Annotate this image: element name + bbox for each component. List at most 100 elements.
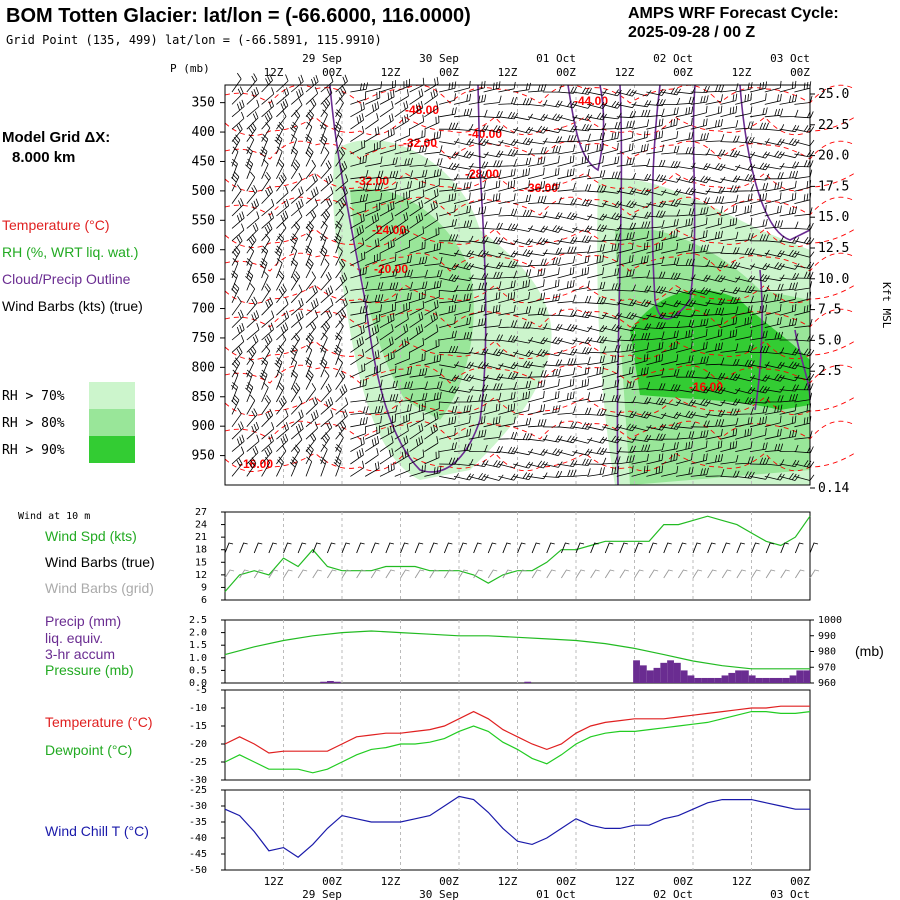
- wind-barb: [542, 420, 562, 428]
- wind-barb: [364, 113, 379, 130]
- wind-barb: [616, 465, 634, 477]
- wind-barb: [601, 131, 620, 142]
- wind-barb: [557, 358, 577, 366]
- wind-barb: [424, 401, 440, 415]
- y-tick-label: -25: [189, 757, 207, 768]
- wind-barb: [720, 316, 738, 328]
- wind-barb: [690, 467, 709, 477]
- wind-barb: [572, 407, 592, 415]
- wind-barb: [705, 328, 723, 341]
- wind-barb: [675, 176, 696, 184]
- wind-barb: [261, 333, 273, 353]
- wind-barb: [735, 359, 755, 368]
- wind-barb: [394, 225, 409, 242]
- wind-barb: [365, 294, 384, 304]
- wind-barb: [513, 194, 531, 204]
- wind-barb: [749, 442, 768, 452]
- wind-barb: [409, 189, 425, 204]
- wind-barb: [394, 128, 410, 142]
- wind-barb: [616, 455, 635, 465]
- wind-barb: [542, 279, 560, 291]
- wind-barb: [276, 382, 285, 403]
- wind-barb: [513, 98, 533, 106]
- wind-barb: [439, 374, 460, 382]
- surface-wind-barb-grid: [765, 569, 776, 579]
- precip-bar: [680, 670, 688, 683]
- wind-barb: [690, 217, 708, 229]
- wind-barb: [690, 175, 711, 184]
- wind-barb: [245, 158, 254, 179]
- wind-barb: [379, 313, 395, 328]
- wind-barb: [498, 223, 519, 231]
- wind-barb: [572, 392, 590, 403]
- wind-barb: [735, 386, 756, 394]
- wind-barb: [631, 230, 649, 242]
- wind-barb: [394, 292, 412, 304]
- wind-barb: [468, 206, 487, 217]
- wind-barb: [779, 348, 800, 356]
- wind-barb: [735, 471, 755, 479]
- wind-barb: [572, 143, 590, 155]
- y-tick-label: -5: [195, 685, 207, 696]
- wind-barb: [409, 129, 426, 142]
- wind-barb: [453, 220, 473, 229]
- wind-barb: [764, 283, 784, 291]
- wind-barb: [333, 121, 342, 142]
- wind-barb: [527, 323, 548, 330]
- wind-barb: [735, 218, 753, 229]
- wind-barb: [276, 74, 289, 93]
- wind-barb: [587, 447, 607, 455]
- wind-barb: [320, 320, 331, 341]
- wind-barb: [631, 366, 649, 378]
- precip-bar: [646, 670, 654, 683]
- wind-barb: [335, 197, 347, 217]
- wind-barb: [513, 225, 533, 232]
- wind-barb: [424, 290, 440, 304]
- wind-barb: [764, 80, 782, 93]
- wind-barb: [453, 80, 471, 93]
- wind-barb: [749, 122, 769, 130]
- wind-barb: [527, 167, 545, 180]
- wind-barb: [720, 105, 738, 118]
- wind-barb: [468, 221, 488, 229]
- wind-barb: [572, 155, 590, 167]
- surface-wind-barb-grid: [385, 569, 395, 579]
- wind-barb: [453, 428, 471, 440]
- top-hour-label: 12Z: [264, 66, 284, 79]
- wind-barb: [705, 440, 723, 452]
- wind-barb: [276, 87, 290, 105]
- top-date-label: 03 Oct: [770, 52, 810, 65]
- precip-bar: [748, 675, 756, 683]
- wind-barb: [276, 210, 289, 229]
- wind-barb: [350, 155, 367, 167]
- wind-barb: [305, 186, 319, 204]
- wind-barb: [335, 174, 349, 192]
- temperature-contour: [224, 228, 856, 248]
- wind-barb: [350, 426, 366, 440]
- wind-barb: [424, 158, 443, 167]
- wind-barb: [483, 207, 502, 217]
- wind-barb: [246, 211, 260, 229]
- wind-barb: [646, 219, 665, 229]
- wind-barb: [231, 382, 238, 403]
- temperature-contour: [224, 308, 856, 328]
- wind-barb: [616, 299, 637, 307]
- wind-barb: [690, 197, 710, 205]
- wind-barb: [587, 143, 604, 155]
- wind-barb: [705, 317, 723, 328]
- wind-barb: [409, 402, 426, 415]
- wind-barb: [646, 242, 664, 254]
- wind-barb: [749, 345, 770, 354]
- wind-barb: [646, 321, 666, 330]
- wind-barb: [675, 274, 696, 281]
- wind-barb: [779, 180, 797, 192]
- wind-barb: [631, 173, 652, 181]
- wind-barb: [616, 410, 637, 418]
- wind-barb: [631, 119, 649, 130]
- wind-barb: [779, 206, 797, 217]
- pressure-tick-label: 600: [192, 243, 215, 258]
- surface-wind-barb-true: [677, 542, 687, 554]
- wind-barb: [616, 143, 634, 155]
- wind-barb: [483, 318, 502, 328]
- wind-barb: [631, 332, 651, 341]
